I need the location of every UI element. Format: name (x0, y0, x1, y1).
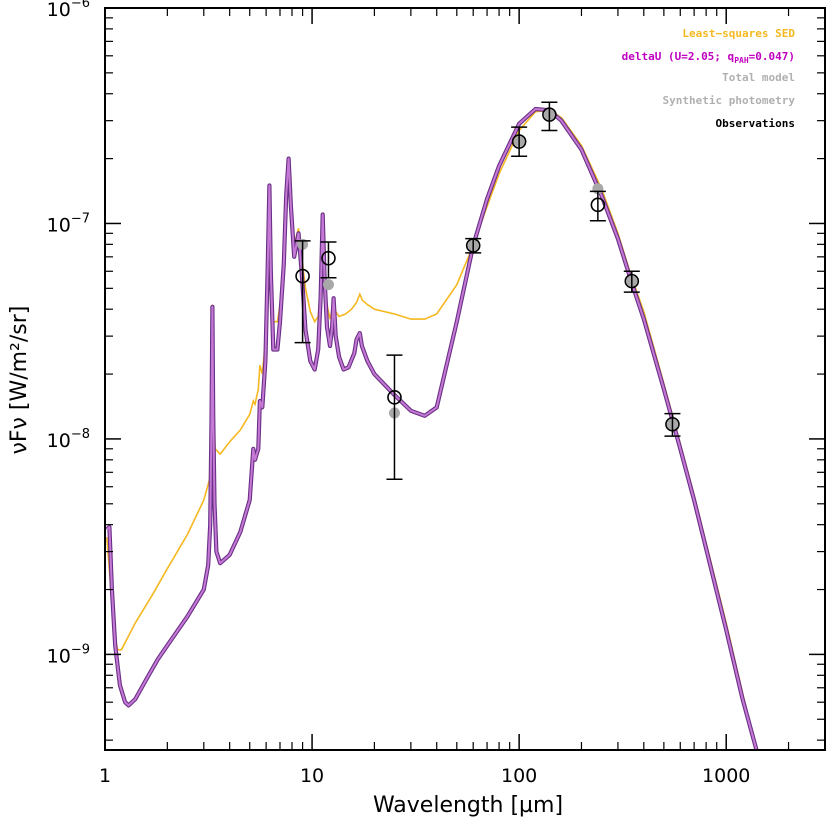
observation-marker (465, 238, 481, 253)
legend-synthetic-photometry: Synthetic photometry (663, 94, 796, 107)
observation-point (664, 412, 681, 437)
observation-marker (511, 134, 527, 149)
observation-point (294, 240, 311, 344)
observation-point (386, 354, 403, 480)
x-tick-label: 1000 (702, 765, 750, 787)
observation-point (465, 237, 482, 254)
series-lines (105, 106, 759, 750)
series-deltau-outline (105, 106, 759, 750)
synthetic-point (322, 279, 334, 291)
y-tick-label: 10−6 (47, 0, 90, 21)
series-least-squares-sed (106, 109, 758, 750)
legend-total-model: Total model (722, 71, 795, 84)
observation-marker (321, 250, 336, 266)
legend-observations: Observations (716, 117, 795, 130)
observation-point (320, 241, 337, 279)
legend-least-squares: Least−squares SED (682, 27, 795, 40)
observation-marker (590, 197, 606, 213)
observation-marker (665, 416, 680, 432)
observation-point (541, 101, 558, 132)
x-tick-label: 10 (300, 765, 324, 787)
observation-marker (295, 268, 310, 284)
data-points (294, 101, 681, 480)
legend: Least−squares SED deltaU (U=2.05; qPAH=0… (622, 27, 796, 130)
series-deltau (106, 108, 758, 750)
observation-point (623, 270, 640, 293)
observation-point (511, 126, 528, 158)
x-tick-label: 1 (99, 765, 111, 787)
legend-deltau: deltaU (U=2.05; qPAH=0.047) (622, 50, 795, 65)
axis-ticks: 1 10 100 1000 10−9 10−8 10−7 10−6 (47, 0, 826, 787)
observation-marker (387, 390, 402, 405)
observation-marker (624, 273, 640, 289)
x-axis-label: Wavelength [µm] (373, 793, 563, 818)
observation-point (589, 190, 606, 222)
observation-marker (542, 107, 557, 122)
y-tick-label: 10−9 (47, 642, 90, 667)
plot-frame (104, 7, 826, 751)
y-tick-label: 10−7 (47, 211, 90, 236)
y-tick-label: 10−8 (47, 427, 90, 452)
x-tick-label: 100 (501, 765, 537, 787)
y-axis-label: νFν [W/m²/sr] (7, 306, 32, 455)
